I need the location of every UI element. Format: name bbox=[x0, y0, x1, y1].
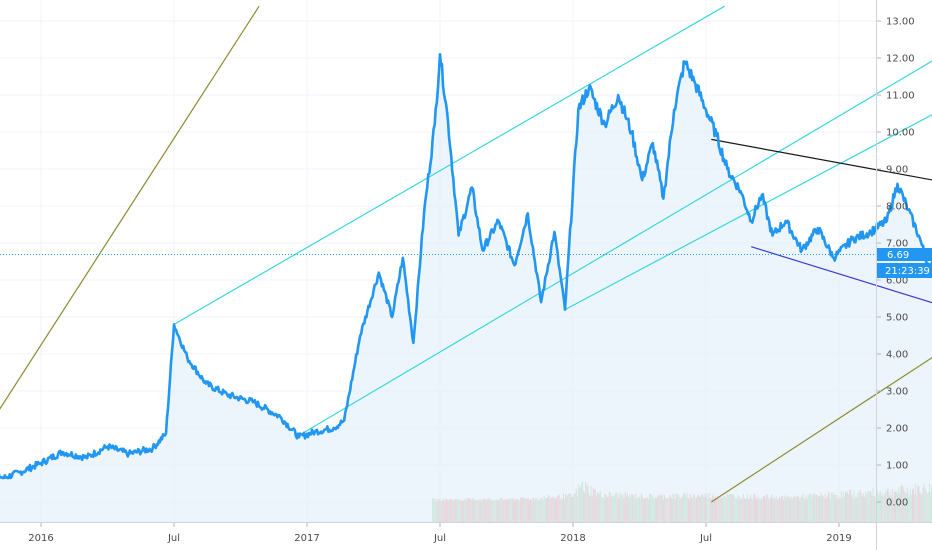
x-tick-label: Jul bbox=[433, 533, 446, 544]
y-tick-label: 3.00 bbox=[886, 387, 908, 398]
y-tick-label: 8.00 bbox=[886, 202, 908, 213]
x-tick-label: 2019 bbox=[826, 533, 851, 544]
trendline-channel_olive bbox=[710, 356, 932, 503]
trendline-triangle bbox=[711, 138, 932, 181]
x-tick-label: 2017 bbox=[294, 533, 319, 544]
x-tick-label: Jul bbox=[699, 533, 712, 544]
y-tick-label: 9.00 bbox=[886, 165, 908, 176]
countdown-label: 21:23:39 bbox=[885, 266, 930, 277]
y-tick-label: 0.00 bbox=[886, 498, 908, 509]
last-price-badge bbox=[877, 248, 932, 261]
y-tick-label: 11.00 bbox=[886, 91, 915, 102]
price-layer bbox=[0, 53, 932, 480]
trendline-support bbox=[751, 246, 932, 304]
y-tick-label: 13.00 bbox=[886, 17, 915, 28]
trendline-channel_cyan bbox=[173, 5, 725, 325]
price-badges: 6.69 21:23:39 bbox=[877, 248, 932, 278]
area-layer bbox=[0, 54, 932, 522]
last-price-label: 6.69 bbox=[887, 250, 909, 261]
y-tick-label: 2.00 bbox=[886, 424, 908, 435]
x-tick-label: Jul bbox=[167, 533, 180, 544]
y-tick-label: 1.00 bbox=[886, 461, 908, 472]
y-tick-label: 12.00 bbox=[886, 54, 915, 65]
y-tick-label: 6.00 bbox=[886, 276, 908, 287]
y-tick-label: 7.00 bbox=[886, 239, 908, 250]
y-tick-label: 5.00 bbox=[886, 313, 908, 324]
y-axis-ticks: 13.00 12.00 11.00 10.00 9.00 8.00 7.00 6.00 5.00… bbox=[877, 17, 915, 509]
price-series-line bbox=[0, 53, 932, 480]
trendline-layer bbox=[0, 5, 932, 503]
price-area bbox=[0, 54, 932, 522]
trendline-channel_cyan bbox=[298, 60, 932, 436]
x-tick-label: 2018 bbox=[560, 533, 585, 544]
y-tick-label: 4.00 bbox=[886, 350, 908, 361]
countdown-badge bbox=[877, 263, 932, 278]
x-axis-ticks: 2016Jul2017Jul2018Jul2019Jul2020Jul2021J… bbox=[28, 523, 852, 544]
y-tick-label: 10.00 bbox=[886, 128, 915, 139]
x-tick-label: 2016 bbox=[28, 533, 53, 544]
